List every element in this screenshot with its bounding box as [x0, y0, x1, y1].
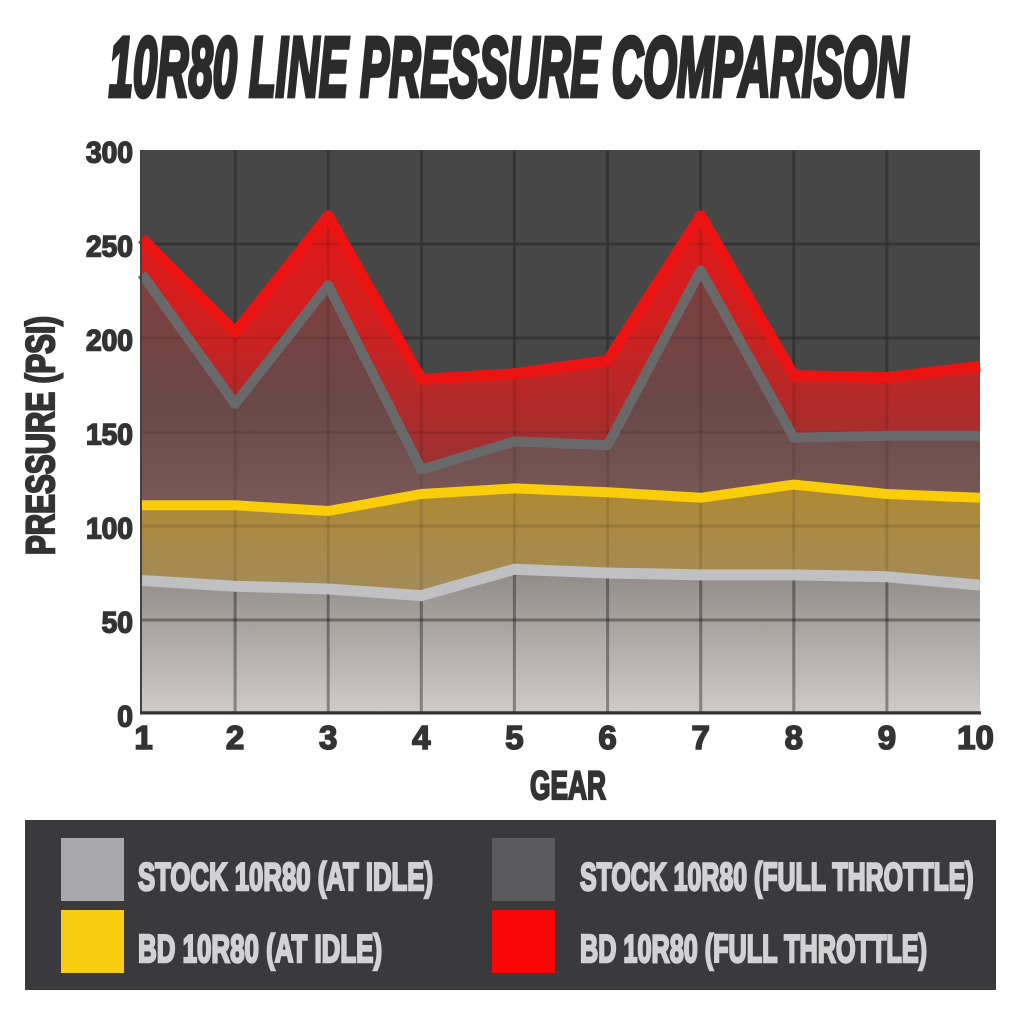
svg-text:250: 250 — [86, 231, 133, 264]
svg-text:10R80 LINE PRESSURE COMPARISON: 10R80 LINE PRESSURE COMPARISON — [109, 21, 909, 115]
svg-text:100: 100 — [86, 513, 133, 546]
svg-text:10: 10 — [957, 719, 994, 756]
svg-text:4: 4 — [412, 719, 431, 756]
svg-text:2: 2 — [226, 719, 244, 756]
svg-text:1: 1 — [134, 719, 152, 756]
svg-text:6: 6 — [598, 719, 616, 756]
svg-text:GEAR: GEAR — [530, 764, 606, 809]
svg-text:200: 200 — [86, 325, 133, 358]
svg-text:150: 150 — [86, 419, 133, 452]
svg-text:7: 7 — [692, 719, 710, 756]
svg-text:8: 8 — [785, 719, 803, 756]
svg-text:5: 5 — [505, 719, 523, 756]
svg-text:300: 300 — [86, 137, 133, 170]
svg-text:PRESSURE (PSI): PRESSURE (PSI) — [19, 316, 63, 555]
svg-text:BD 10R80 (AT IDLE): BD 10R80 (AT IDLE) — [138, 928, 382, 972]
svg-text:STOCK 10R80 (FULL THROTTLE): STOCK 10R80 (FULL THROTTLE) — [580, 854, 974, 898]
svg-text:STOCK 10R80 (AT IDLE): STOCK 10R80 (AT IDLE) — [138, 856, 433, 900]
svg-text:3: 3 — [319, 719, 337, 756]
svg-text:0: 0 — [117, 701, 133, 734]
svg-text:9: 9 — [878, 719, 896, 756]
svg-text:BD 10R80 (FULL THROTTLE): BD 10R80 (FULL THROTTLE) — [580, 926, 927, 970]
svg-text:50: 50 — [102, 607, 133, 640]
